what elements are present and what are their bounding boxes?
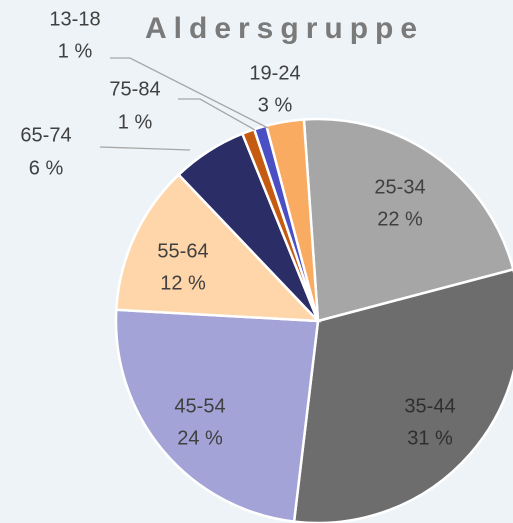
value-label: 1 % <box>118 111 153 133</box>
value-label: 1 % <box>58 40 93 62</box>
category-label: 75-84 <box>109 78 160 100</box>
category-label: 45-54 <box>174 395 225 417</box>
value-label: 31 % <box>407 427 453 449</box>
category-label: 35-44 <box>404 395 455 417</box>
pie-slice <box>302 117 513 323</box>
value-label: 12 % <box>160 272 206 294</box>
category-label: 13-18 <box>49 8 100 30</box>
chart-title: Aldersgruppe <box>145 12 424 45</box>
pie-slice <box>292 268 513 523</box>
category-label: 19-24 <box>249 62 300 84</box>
pie-slice <box>114 308 320 523</box>
leader-line <box>99 146 191 151</box>
pie-slice <box>114 172 322 323</box>
value-label: 22 % <box>377 208 423 230</box>
value-label: 6 % <box>29 157 64 179</box>
pie-slice <box>264 118 320 322</box>
category-label: 55-64 <box>157 240 208 262</box>
value-label: 24 % <box>177 427 223 449</box>
value-label: 3 % <box>258 94 293 116</box>
category-label: 25-34 <box>374 176 425 198</box>
leader-line <box>178 98 256 131</box>
category-label: 65-74 <box>20 124 71 146</box>
leader-line <box>110 57 269 129</box>
